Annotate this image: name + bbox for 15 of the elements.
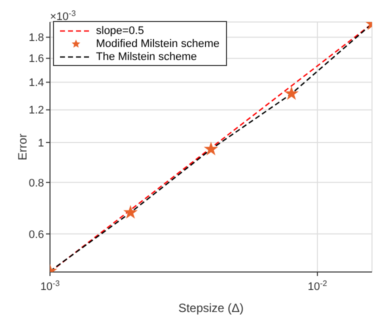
y-axis-title: Error (15, 134, 30, 160)
x-tick-label: 10$^{-2}$ (308, 278, 328, 293)
y-tick-label: 0.8 (28, 177, 44, 190)
y-tick-label: 1.8 (28, 32, 44, 44)
y-tick-label: 1 (38, 137, 44, 150)
x-axis-title: Stepsize (Δ) (178, 301, 244, 315)
y-tick-label: 1.4 (28, 77, 44, 90)
annotation: ×10$^{-3}$ (50, 8, 76, 23)
y-tick-label: 1.2 (28, 104, 44, 117)
legend-label: slope=0.5 (96, 24, 144, 36)
legend-label: The Milstein scheme (96, 50, 197, 62)
y-tick-label: 1.6 (28, 53, 44, 66)
x-tick-label: 10$^{-3}$ (40, 278, 60, 293)
y-tick-label: 0.6 (28, 228, 44, 241)
legend-label: Modified Milstein scheme (96, 38, 220, 50)
